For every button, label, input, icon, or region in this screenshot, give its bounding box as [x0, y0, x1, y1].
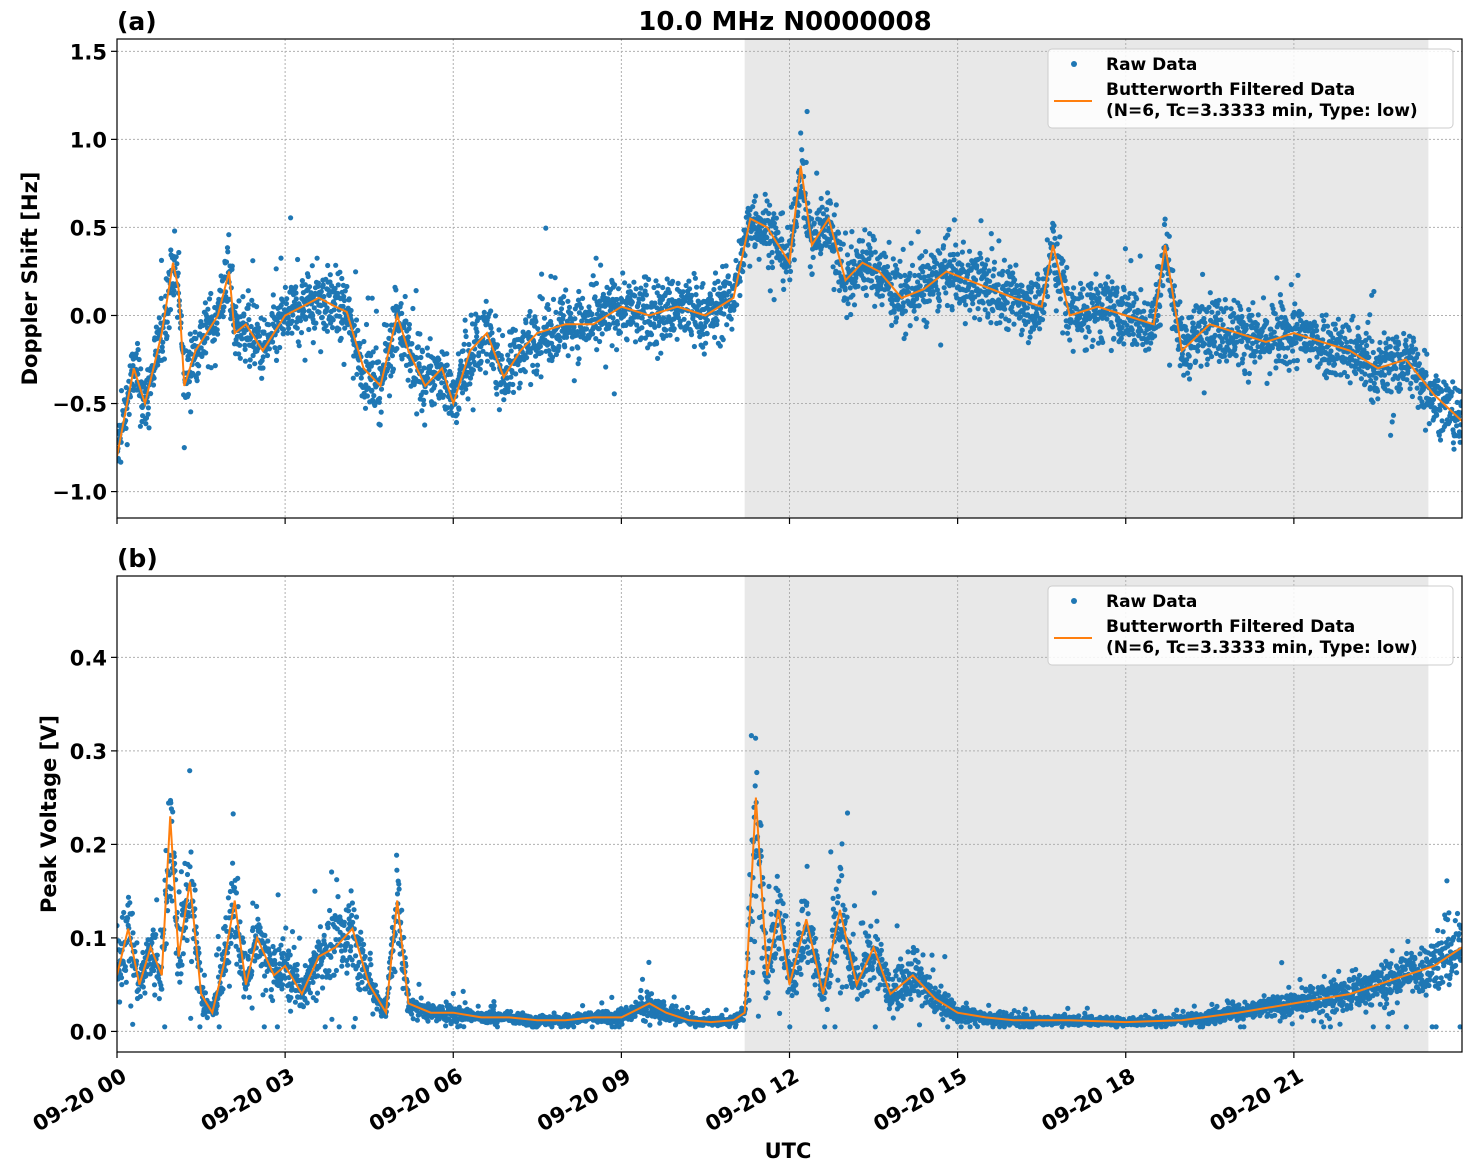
x-tick-label: 09-20 09 — [533, 1064, 635, 1137]
legend-filtered-label: Butterworth Filtered Data — [1106, 617, 1355, 637]
y-tick-label: −0.5 — [52, 393, 107, 417]
panel-a: −1.0 −0.5 0.0 0.5 1.0 1.5 (a) Doppler Shift [Hz… — [18, 7, 1463, 524]
legend-raw-marker — [1071, 61, 1077, 67]
y-tick-label: 0.2 — [70, 833, 107, 857]
y-tick-label: 1.0 — [70, 128, 107, 152]
y-tick-label: 0.0 — [70, 304, 107, 328]
y-tick-label: 1.5 — [70, 40, 107, 64]
legend-raw-label: Raw Data — [1106, 55, 1197, 75]
x-tick-label: 09-20 00 — [29, 1064, 131, 1137]
legend-raw-label: Raw Data — [1106, 592, 1197, 612]
y-axis-label: Doppler Shift [Hz] — [18, 172, 42, 386]
x-tick-label: 09-20 03 — [197, 1064, 299, 1137]
x-tick-label: 09-20 18 — [1037, 1064, 1139, 1137]
y-tick-label: 0.5 — [70, 216, 107, 240]
x-tick-label: 09-20 15 — [869, 1064, 971, 1137]
y-tick-label: −1.0 — [52, 481, 107, 505]
y-tick-label: 0.4 — [70, 646, 107, 670]
x-tick-label: 09-20 21 — [1206, 1064, 1308, 1137]
panel-label: (a) — [117, 7, 157, 36]
legend-raw-marker — [1071, 598, 1077, 604]
panel-label: (b) — [117, 544, 158, 573]
chart-title: 10.0 MHz N0000008 — [638, 7, 931, 37]
filtered-data-line — [117, 165, 1462, 457]
y-tick-label: 0.3 — [70, 740, 107, 764]
legend-filtered-params: (N=6, Tc=3.3333 min, Type: low) — [1106, 638, 1418, 658]
y-tick-label: 0.0 — [70, 1020, 107, 1044]
legend-box — [1047, 48, 1454, 129]
panel-b: 0.0 0.1 0.2 0.3 0.4 (b) Peak Voltage [V] Raw Da… — [37, 544, 1463, 1058]
x-tick-label: 09-20 06 — [365, 1064, 467, 1137]
y-tick-label: 0.1 — [70, 927, 107, 951]
x-axis-label: UTC — [765, 1139, 812, 1163]
filtered-data-line — [117, 797, 1462, 1024]
y-axis-label: Peak Voltage [V] — [37, 715, 61, 913]
legend-filtered-label: Butterworth Filtered Data — [1106, 80, 1355, 100]
legend-filtered-params: (N=6, Tc=3.3333 min, Type: low) — [1106, 101, 1418, 121]
legend-box — [1047, 585, 1454, 666]
x-tick-label: 09-20 12 — [701, 1064, 803, 1137]
